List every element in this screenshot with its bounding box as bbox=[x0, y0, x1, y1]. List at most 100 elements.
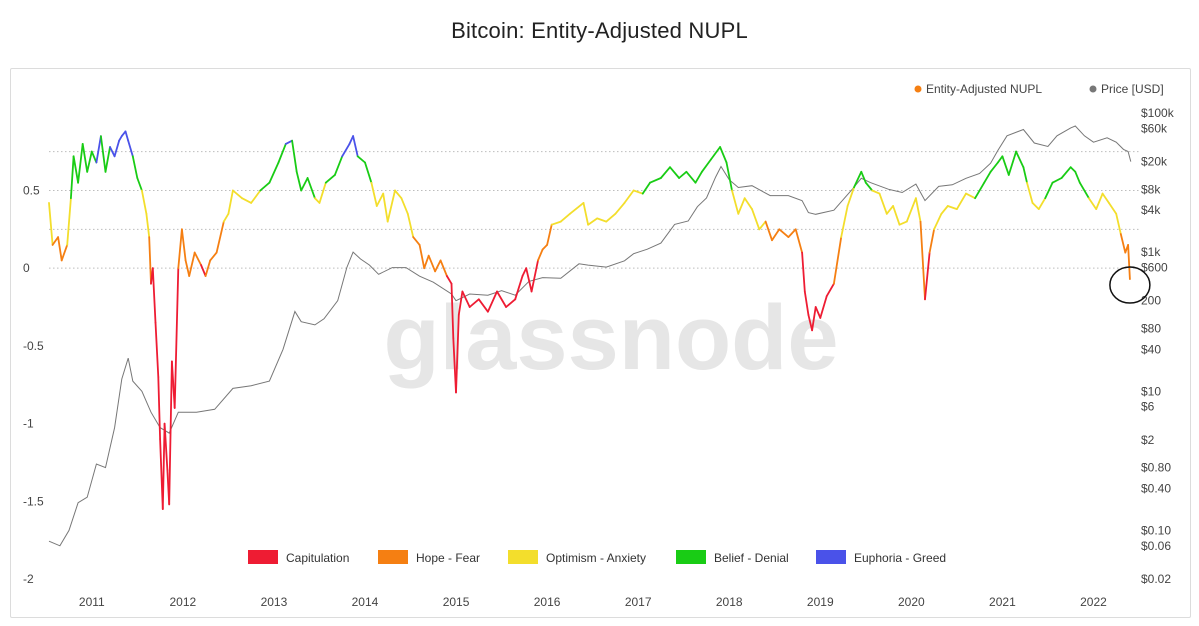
x-tick-label: 2020 bbox=[898, 595, 925, 609]
nupl-segment bbox=[60, 243, 69, 262]
nupl-segment bbox=[241, 197, 253, 204]
nupl-segment bbox=[1031, 201, 1040, 211]
nupl-segment bbox=[685, 170, 697, 184]
x-tick-label: 2016 bbox=[534, 595, 561, 609]
nupl-segment bbox=[614, 201, 626, 215]
nupl-segment bbox=[840, 205, 849, 239]
legend-top-dot bbox=[1089, 85, 1097, 93]
nupl-segment bbox=[550, 220, 562, 226]
nupl-segment bbox=[1078, 181, 1090, 200]
nupl-segment bbox=[48, 201, 54, 246]
nupl-segment bbox=[184, 259, 191, 277]
x-tick-label: 2017 bbox=[625, 595, 652, 609]
nupl-segment bbox=[333, 155, 344, 176]
y-right-tick-label: $100k bbox=[1141, 106, 1175, 120]
nupl-segment bbox=[940, 205, 949, 215]
nupl-segment bbox=[496, 290, 508, 308]
chart-canvas: glassnode 0.5 0 -0.5 -1 -1.5 -2 $100k$60k $20k $8… bbox=[23, 82, 1175, 609]
nupl-segment bbox=[983, 170, 992, 184]
nupl-segment bbox=[905, 197, 917, 223]
nupl-segment bbox=[318, 181, 327, 204]
y-right-tick-label: $6 bbox=[1141, 400, 1155, 414]
nupl-segment bbox=[1088, 197, 1098, 211]
nupl-segment bbox=[871, 189, 881, 195]
nupl-segment bbox=[131, 155, 139, 179]
nupl-segment bbox=[1095, 192, 1104, 211]
nupl-segment bbox=[375, 192, 385, 207]
nupl-segment bbox=[127, 139, 134, 158]
x-tick-label: 2019 bbox=[807, 595, 834, 609]
nupl-segment bbox=[1044, 181, 1054, 200]
nupl-segment bbox=[412, 236, 421, 246]
nupl-segment bbox=[81, 143, 89, 173]
nupl-segment bbox=[846, 186, 855, 207]
nupl-segment bbox=[505, 298, 517, 308]
chart-title: Bitcoin: Entity-Adjusted NUPL bbox=[451, 18, 748, 43]
y-left-tick-label: 0 bbox=[23, 261, 30, 275]
nupl-segment bbox=[57, 236, 63, 262]
nupl-segment bbox=[72, 155, 79, 184]
nupl-segment bbox=[209, 251, 218, 262]
x-tick-label: 2011 bbox=[79, 595, 105, 609]
nupl-segment bbox=[227, 189, 234, 215]
nupl-segment bbox=[151, 267, 157, 324]
nupl-segment bbox=[163, 422, 169, 472]
nupl-segment bbox=[758, 220, 767, 231]
legend-top-label: Price [USD] bbox=[1101, 82, 1164, 96]
nupl-segment bbox=[124, 130, 130, 142]
nupl-segment bbox=[737, 197, 746, 215]
nupl-segment bbox=[541, 243, 548, 251]
nupl-segment bbox=[743, 197, 753, 211]
nupl-segment bbox=[1115, 212, 1122, 235]
nupl-segment bbox=[641, 181, 651, 195]
legend-top-label: Entity-Adjusted NUPL bbox=[926, 82, 1042, 96]
nupl-segment bbox=[418, 243, 426, 270]
nupl-segment bbox=[725, 161, 733, 192]
nupl-segment bbox=[180, 228, 187, 262]
nupl-segment bbox=[1074, 170, 1081, 184]
nupl-segment bbox=[764, 220, 773, 242]
nupl-segment bbox=[439, 259, 448, 277]
nupl-segment bbox=[514, 275, 524, 301]
nupl-segment bbox=[394, 189, 403, 200]
legend-zone-label: Optimism - Anxiety bbox=[546, 551, 646, 565]
nupl-segment bbox=[1127, 243, 1131, 281]
nupl-segment bbox=[864, 181, 874, 192]
nupl-segment bbox=[161, 422, 166, 511]
y-right-tick-label: $0.80 bbox=[1141, 461, 1171, 475]
nupl-segment bbox=[660, 166, 671, 179]
nupl-segment bbox=[90, 150, 98, 164]
x-tick-label: 2013 bbox=[261, 595, 288, 609]
legend-zone-swatch bbox=[676, 550, 706, 564]
nupl-segment bbox=[193, 251, 203, 267]
nupl-segment bbox=[468, 298, 480, 308]
y-left-tick-label: -2 bbox=[23, 572, 34, 586]
nupl-segment bbox=[801, 251, 806, 293]
legend-zone-label: Belief - Denial bbox=[714, 551, 789, 565]
nupl-segment bbox=[1026, 181, 1034, 204]
nupl-segment bbox=[997, 155, 1004, 164]
nupl-segment bbox=[51, 236, 59, 246]
y-right-tick-label: $4k bbox=[1141, 203, 1161, 217]
nupl-segment bbox=[364, 161, 373, 184]
nupl-segment bbox=[109, 146, 116, 158]
chart-panel: glassnode 0.5 0 -0.5 -1 -1.5 -2 $100k $60k $20k $8… bbox=[10, 68, 1191, 618]
nupl-segment bbox=[341, 143, 351, 158]
nupl-segment bbox=[892, 205, 901, 226]
nupl-segment bbox=[1001, 155, 1010, 176]
nupl-segment bbox=[306, 177, 316, 200]
y-right-tick-label: $2 bbox=[1141, 433, 1155, 447]
nupl-segment bbox=[794, 228, 803, 254]
nupl-segment bbox=[915, 197, 922, 223]
nupl-segment bbox=[525, 267, 533, 293]
nupl-segment bbox=[386, 189, 396, 223]
nupl-segment bbox=[807, 313, 813, 332]
y-right-tick-label: $600 bbox=[1141, 261, 1168, 275]
y-right-tick-label: 200 bbox=[1141, 294, 1161, 308]
nupl-segment bbox=[324, 174, 336, 184]
nupl-segment bbox=[582, 201, 589, 226]
legend-top-dot bbox=[914, 85, 922, 93]
nupl-segment bbox=[382, 192, 389, 223]
nupl-segment bbox=[1101, 192, 1110, 204]
y-right-tick-label: $80 bbox=[1141, 321, 1161, 335]
